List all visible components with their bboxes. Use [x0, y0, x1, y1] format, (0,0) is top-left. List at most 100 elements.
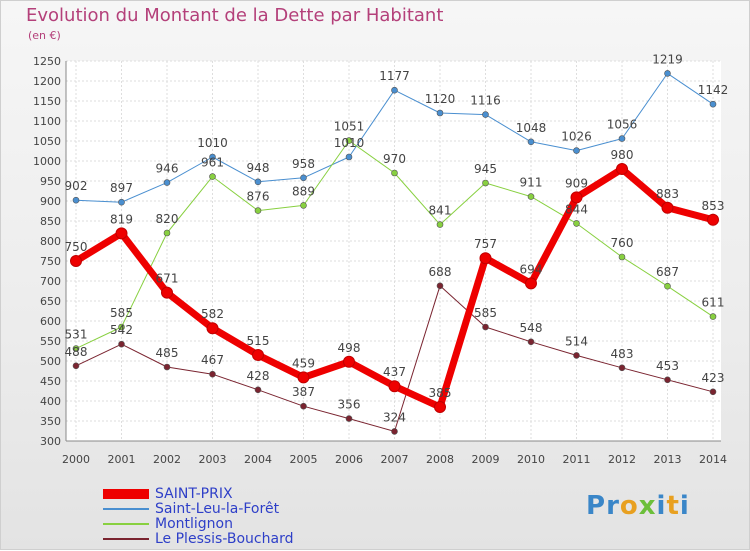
- axis-layer: 300 350 400 450 500 550 600 650 700 750 800 850 900 9…: [33, 55, 727, 466]
- data-point: [618, 253, 626, 261]
- legend-label: Le Plessis-Bouchard: [155, 530, 294, 547]
- data-label: 948: [247, 161, 270, 175]
- data-label: 897: [110, 181, 133, 195]
- y-tick-label: 1200: [33, 75, 61, 88]
- data-label: 876: [247, 190, 270, 204]
- data-label: 1219: [652, 52, 683, 66]
- y-tick-label: 1000: [33, 155, 61, 168]
- data-point: [391, 169, 398, 177]
- data-point: [391, 86, 398, 94]
- y-tick-label: 300: [40, 435, 61, 448]
- data-point: [118, 340, 125, 348]
- x-tick-label: 2005: [290, 453, 318, 466]
- data-point: [618, 364, 626, 372]
- data-label: 582: [201, 307, 224, 321]
- data-point: [436, 282, 444, 290]
- data-label: 498: [338, 341, 361, 355]
- data-point: [345, 415, 353, 422]
- data-label: 970: [383, 152, 406, 166]
- x-tick-label: 2011: [563, 453, 591, 466]
- y-tick-label: 700: [40, 275, 61, 288]
- data-label: 548: [520, 321, 543, 335]
- legend-label: Saint-Leu-la-Forêt: [155, 500, 280, 517]
- chart-title: Evolution du Montant de la Dette par Hab…: [26, 5, 444, 26]
- x-tick-label: 2001: [108, 453, 136, 466]
- data-point: [709, 100, 717, 108]
- grid-layer: [66, 60, 721, 442]
- y-tick-label: 900: [40, 195, 61, 208]
- data-label: 1010: [334, 136, 365, 150]
- data-point: [434, 401, 446, 413]
- data-point: [209, 370, 216, 378]
- data-point: [570, 191, 583, 204]
- chart-subtitle: (en €): [28, 29, 61, 42]
- logo-letter: P: [586, 491, 607, 521]
- data-point: [573, 220, 580, 227]
- data-label: 387: [292, 385, 315, 399]
- x-tick-label: 2000: [62, 453, 90, 466]
- data-label: 1120: [425, 92, 456, 106]
- data-label: 757: [474, 237, 497, 251]
- data-point: [709, 313, 717, 320]
- data-point: [297, 371, 310, 384]
- data-point: [616, 163, 628, 175]
- data-label: 883: [656, 187, 679, 201]
- y-tick-label: 550: [40, 335, 61, 348]
- data-label: 1026: [561, 130, 592, 144]
- x-tick-label: 2002: [153, 453, 181, 466]
- data-point: [527, 338, 535, 346]
- y-tick-label: 1150: [33, 95, 61, 108]
- y-tick-label: 600: [40, 315, 61, 328]
- x-tick-label: 2003: [199, 453, 227, 466]
- x-tick-label: 2008: [426, 453, 454, 466]
- x-tick-label: 2010: [517, 453, 545, 466]
- logo-letter: o: [619, 491, 639, 521]
- data-label: 1051: [334, 120, 365, 134]
- logo-letter: r: [606, 491, 620, 521]
- data-label: 946: [156, 162, 179, 176]
- data-label: 760: [611, 236, 634, 250]
- data-label: 819: [110, 212, 133, 226]
- series-layer: [70, 70, 719, 435]
- data-point: [118, 198, 125, 206]
- y-tick-label: 1050: [33, 135, 61, 148]
- data-point: [573, 147, 580, 154]
- data-label: 844: [565, 202, 588, 216]
- legend-item: Montlignon: [103, 516, 233, 532]
- data-label: 889: [292, 184, 315, 198]
- data-label: 459: [292, 356, 315, 370]
- y-tick-label: 1100: [33, 115, 61, 128]
- data-label: 671: [156, 272, 179, 286]
- y-tick-label: 350: [40, 415, 61, 428]
- data-label: 483: [611, 347, 634, 361]
- data-label: 611: [702, 296, 725, 310]
- x-tick-label: 2013: [654, 453, 682, 466]
- data-point: [482, 323, 489, 331]
- label-layer: 902 897 946 1010 948 958 1010 1177 1120 1116 1048 1…: [65, 52, 729, 424]
- data-point: [163, 363, 171, 371]
- data-label: 945: [474, 162, 497, 176]
- data-point: [161, 286, 173, 299]
- y-tick-label: 400: [40, 395, 61, 408]
- data-label: 980: [611, 148, 634, 162]
- data-point: [206, 322, 219, 335]
- data-label: 542: [110, 323, 133, 337]
- data-label: 853: [702, 199, 725, 213]
- proxiti-logo: Proxiti: [586, 491, 690, 521]
- data-point: [436, 109, 444, 117]
- data-point: [573, 352, 580, 359]
- y-tick-label: 450: [40, 375, 61, 388]
- legend-label: SAINT-PRIX: [155, 485, 233, 502]
- data-label: 688: [429, 265, 452, 279]
- data-label: 750: [65, 240, 88, 254]
- data-point: [300, 202, 307, 209]
- data-point: [482, 111, 489, 118]
- data-point: [72, 196, 80, 204]
- data-point: [707, 213, 719, 226]
- y-tick-label: 500: [40, 355, 61, 368]
- data-point: [664, 70, 671, 77]
- data-point: [70, 255, 82, 267]
- data-point: [209, 173, 216, 180]
- x-tick-label: 2009: [472, 453, 500, 466]
